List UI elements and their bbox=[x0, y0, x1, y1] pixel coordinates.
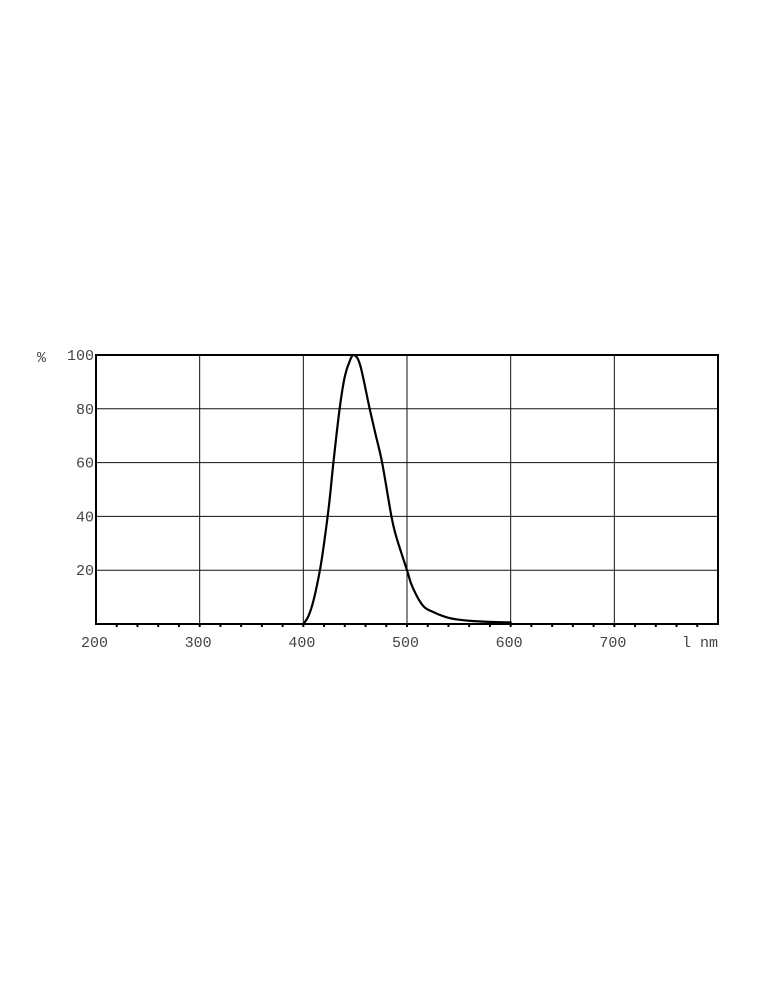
y-tick-label: 60 bbox=[76, 456, 94, 473]
x-tick-label: 200 bbox=[81, 635, 108, 652]
x-tick-label: 700 bbox=[599, 635, 626, 652]
x-tick-label: 400 bbox=[288, 635, 315, 652]
x-tick-label: 500 bbox=[392, 635, 419, 652]
y-axis-label: % bbox=[37, 350, 47, 367]
y-tick-label: 20 bbox=[76, 563, 94, 580]
x-axis-label: l nm bbox=[682, 635, 718, 652]
grid bbox=[96, 355, 718, 624]
plot-frame bbox=[95, 354, 719, 625]
y-tick-label: 40 bbox=[76, 509, 94, 526]
x-tick-label: 300 bbox=[185, 635, 212, 652]
x-tick-label: 600 bbox=[496, 635, 523, 652]
y-tick-label: 100 bbox=[67, 348, 94, 365]
series-line bbox=[302, 353, 512, 626]
y-tick-label: 80 bbox=[76, 402, 94, 419]
